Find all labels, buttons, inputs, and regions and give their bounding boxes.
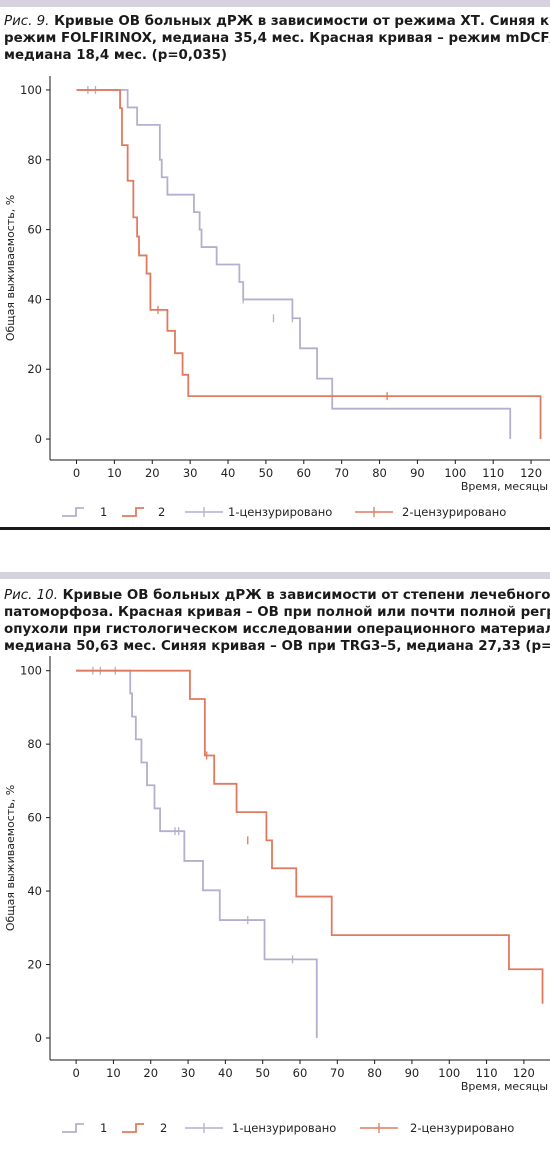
x-tick-label: 100 — [444, 466, 466, 480]
survival-chart: 0 20 40 60 80 100 0 10 20 30 40 50 60 70 80 90 100 110 120… — [4, 76, 550, 519]
y-tick-label: 100 — [20, 83, 42, 97]
y-tick-label: 100 — [20, 664, 42, 678]
legend-label: 2-цензурировано — [402, 505, 506, 519]
x-tick-label: 20 — [145, 466, 160, 480]
legend-label: 1-цензурировано — [232, 1121, 336, 1135]
x-tick-label: 20 — [143, 1066, 158, 1080]
x-tick-label: 50 — [255, 1066, 270, 1080]
caption-line: опухоли при гистологическом исследовании… — [4, 622, 550, 637]
x-tick-label: 30 — [183, 466, 198, 480]
figure-label: Рис. 10. — [4, 588, 58, 603]
x-tick-label: 120 — [520, 466, 542, 480]
y-tick-label: 0 — [35, 432, 42, 446]
series-line-1 — [76, 89, 512, 440]
figure-caption: Рис. 10. Кривые ОВ больных дРЖ в зависим… — [4, 587, 550, 655]
legend-label: 1 — [100, 505, 107, 519]
caption-line: медиана 50,63 мес. Синяя кривая – ОВ при… — [4, 639, 550, 654]
caption-line: режим FOLFIRINOX, медиана 35,4 мес. Крас… — [4, 31, 550, 46]
legend-swatch-1 — [62, 507, 84, 517]
caption-line: Рис. 10. Кривые ОВ больных дРЖ в зависим… — [4, 587, 550, 604]
series-line-2 — [76, 89, 542, 440]
y-tick-label: 20 — [27, 362, 42, 376]
y-tick-label: 40 — [27, 292, 42, 306]
x-tick-label: 80 — [372, 466, 387, 480]
y-tick-label: 20 — [27, 958, 42, 972]
legend-label: 2 — [160, 1121, 167, 1135]
legend-swatch-1 — [62, 1123, 84, 1133]
series-line-1 — [76, 669, 318, 1038]
legend-swatch-2 — [122, 507, 144, 517]
y-tick-label: 0 — [35, 1031, 42, 1045]
x-tick-label: 40 — [218, 1066, 233, 1080]
figure-label: Рис. 9. — [4, 14, 50, 29]
section-rule-top — [0, 572, 550, 579]
x-axis-label: Время, месяцы — [461, 480, 548, 493]
x-tick-label: 110 — [482, 466, 504, 480]
caption-text: Кривые ОВ больных дРЖ в зависимости от с… — [57, 588, 550, 603]
legend-label: 1-цензурировано — [228, 505, 332, 519]
x-tick-label: 0 — [73, 466, 80, 480]
y-tick-label: 40 — [27, 884, 42, 898]
y-tick-label: 60 — [27, 223, 42, 237]
caption-line: патоморфоза. Красная кривая – ОВ при пол… — [4, 605, 550, 620]
survival-chart: 0 20 40 60 80 100 0 10 20 30 40 50 60 70 80 90 100 110 120… — [4, 656, 550, 1135]
x-tick-label: 10 — [107, 466, 122, 480]
legend-label: 2-цензурировано — [410, 1121, 514, 1135]
caption-text: Кривые ОВ больных дРЖ в зависимости от р… — [49, 14, 550, 29]
y-axis-label: Общая выживаемость, % — [4, 785, 17, 931]
x-axis-label: Время, месяцы — [461, 1080, 548, 1093]
y-axis-label: Общая выживаемость, % — [4, 195, 17, 341]
x-tick-label: 70 — [334, 466, 349, 480]
caption-line: Рис. 9. Кривые ОВ больных дРЖ в зависимо… — [4, 13, 550, 30]
x-tick-label: 90 — [410, 466, 425, 480]
series-line-2 — [76, 669, 544, 1004]
legend-label: 1 — [100, 1121, 107, 1135]
x-tick-label: 110 — [476, 1066, 498, 1080]
y-tick-label: 60 — [27, 811, 42, 825]
legend-swatch-2 — [122, 1123, 144, 1133]
x-tick-label: 60 — [293, 1066, 308, 1080]
x-tick-label: 60 — [296, 466, 311, 480]
x-tick-label: 70 — [330, 1066, 345, 1080]
section-rule-bottom — [0, 527, 550, 530]
x-tick-label: 90 — [405, 1066, 420, 1080]
legend-label: 2 — [158, 505, 165, 519]
y-tick-label: 80 — [27, 737, 42, 751]
x-tick-label: 120 — [513, 1066, 535, 1080]
y-tick-label: 80 — [27, 153, 42, 167]
caption-line: медиана 18,4 мес. (p=0,035) — [4, 48, 228, 63]
figure-caption: Рис. 9. Кривые ОВ больных дРЖ в зависимо… — [4, 13, 550, 64]
x-tick-label: 40 — [221, 466, 236, 480]
x-tick-label: 30 — [181, 1066, 196, 1080]
x-tick-label: 0 — [72, 1066, 79, 1080]
x-tick-label: 100 — [438, 1066, 460, 1080]
x-tick-label: 80 — [367, 1066, 382, 1080]
x-tick-label: 50 — [259, 466, 274, 480]
x-tick-label: 10 — [106, 1066, 121, 1080]
section-rule-top — [0, 0, 550, 7]
